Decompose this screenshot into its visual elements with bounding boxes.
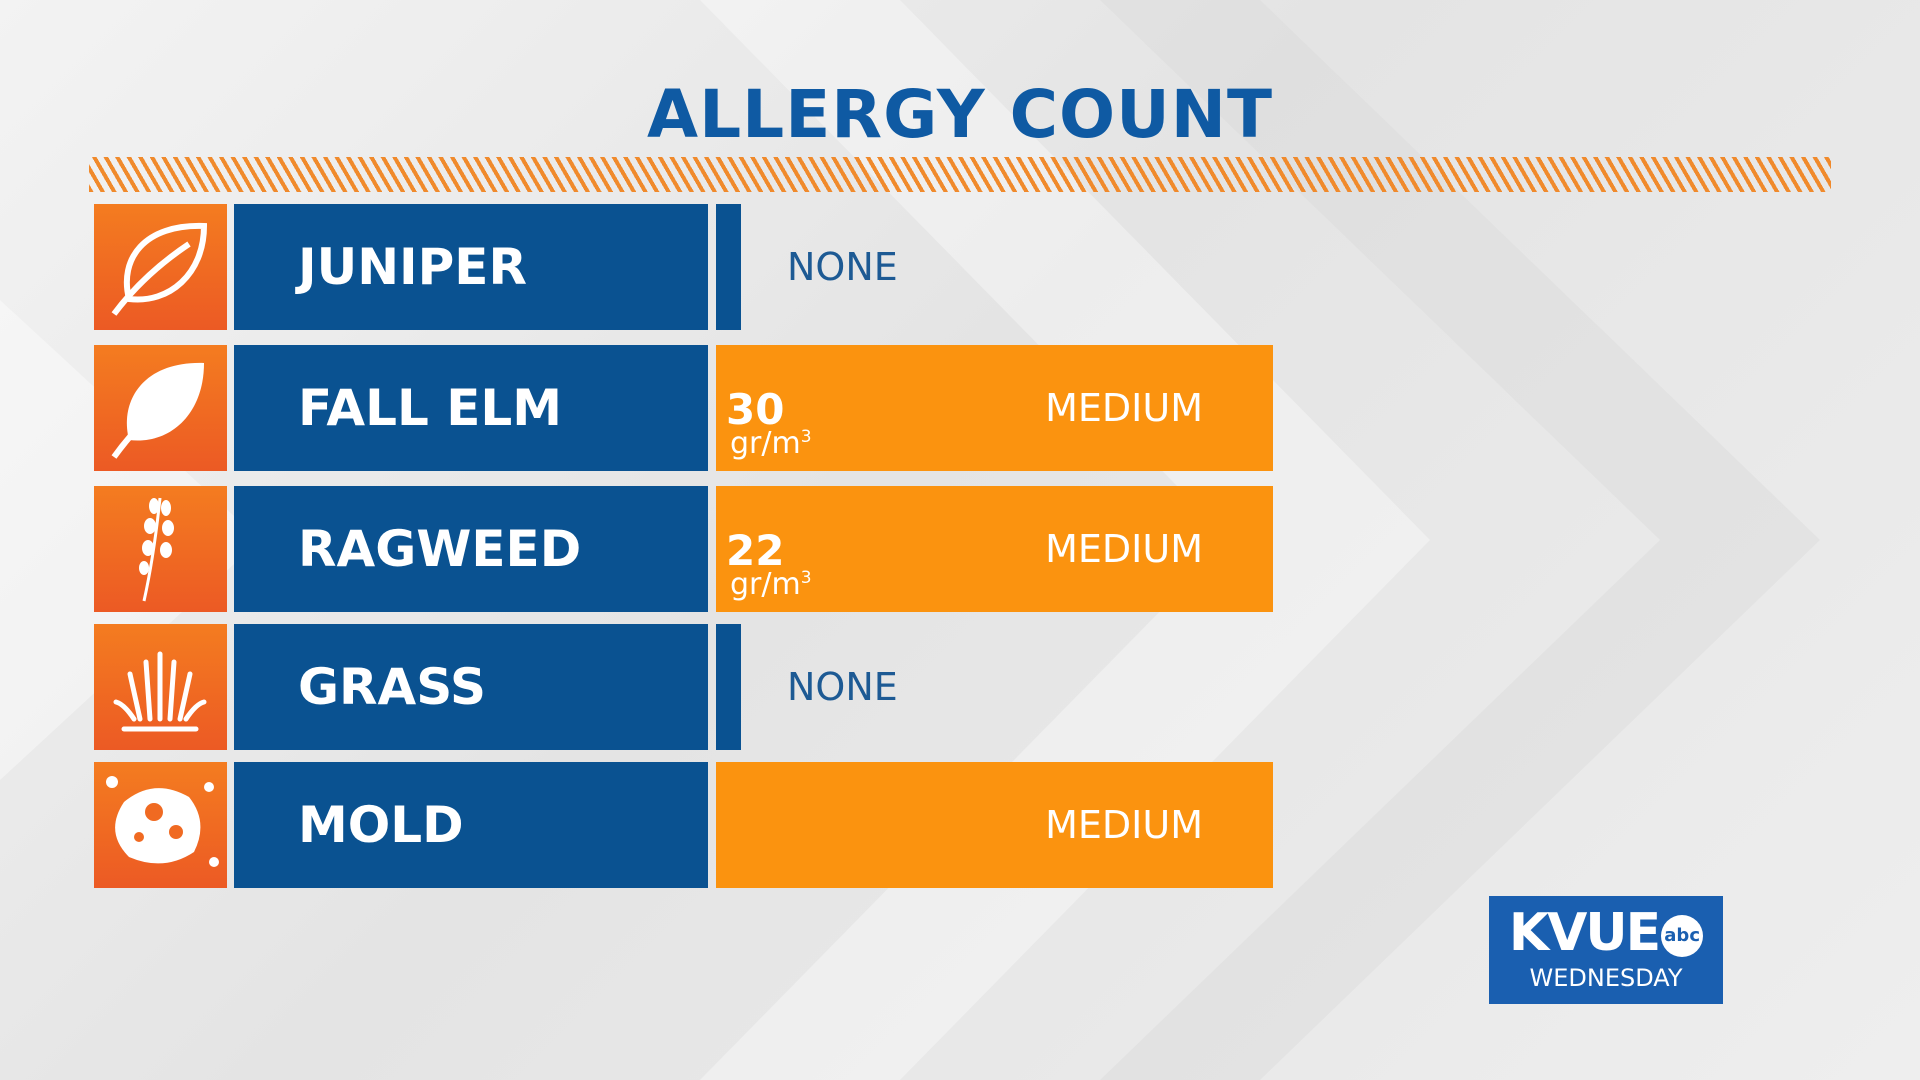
- grass-icon: [94, 624, 227, 750]
- level: NONE: [787, 245, 898, 289]
- level-bar: [716, 624, 741, 750]
- network-badge: abc: [1661, 915, 1704, 957]
- count: 22: [726, 526, 785, 575]
- hatch-divider: [89, 157, 1831, 192]
- unit: gr/m3: [730, 429, 812, 459]
- allergen-name: FALL ELM: [234, 345, 708, 471]
- level: MEDIUM: [1045, 527, 1203, 571]
- count: 30: [726, 385, 785, 434]
- level: MEDIUM: [1045, 803, 1203, 847]
- allergen-name: JUNIPER: [234, 204, 708, 330]
- unit-text: gr/m: [730, 567, 801, 602]
- level: MEDIUM: [1045, 386, 1203, 430]
- ragweed-icon: [94, 486, 227, 612]
- mold-icon: [94, 762, 227, 888]
- level: NONE: [787, 665, 898, 709]
- leaf-icon: [94, 204, 227, 330]
- level-bar: MEDIUM: [716, 762, 1273, 888]
- level-bar: [716, 204, 741, 330]
- unit-power: 3: [800, 568, 812, 588]
- allergen-name: RAGWEED: [234, 486, 708, 612]
- allergen-name: MOLD: [234, 762, 708, 888]
- unit: gr/m3: [730, 570, 812, 600]
- level-bar: 22 gr/m3 MEDIUM: [716, 486, 1273, 612]
- brand: KVUE: [1508, 903, 1661, 963]
- allergen-name: GRASS: [234, 624, 708, 750]
- station-logo: KVUE abc WEDNESDAY: [1489, 896, 1723, 1004]
- level-bar: 30 gr/m3 MEDIUM: [716, 345, 1273, 471]
- title: ALLERGY COUNT: [647, 76, 1273, 153]
- leaf-icon: [94, 345, 227, 471]
- unit-power: 3: [800, 427, 812, 447]
- day: WEDNESDAY: [1529, 964, 1683, 992]
- unit-text: gr/m: [730, 426, 801, 461]
